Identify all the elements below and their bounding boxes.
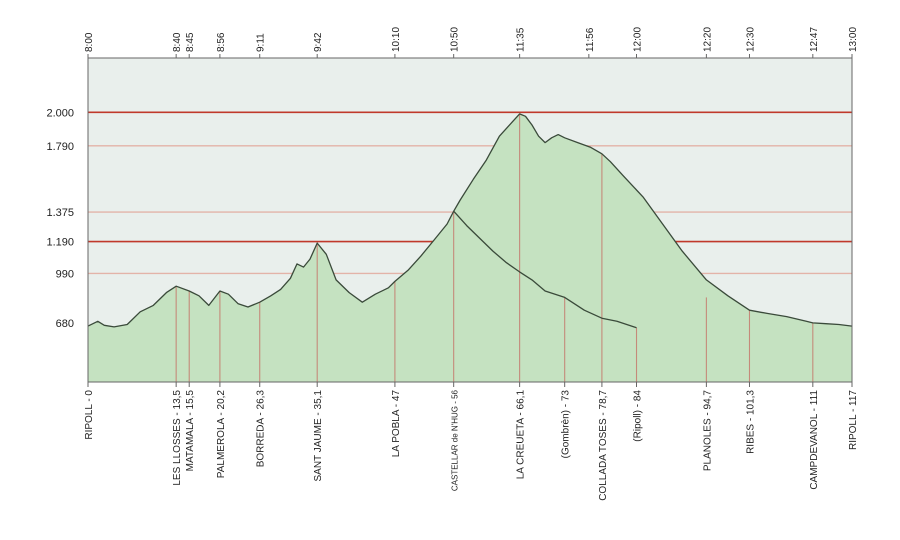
time-label-0: 8:00 [84, 32, 95, 52]
waypoint-label-4: BORREDA - 26,3 [256, 390, 267, 468]
time-label-12: 12:30 [746, 27, 757, 52]
time-label-13: 12:47 [809, 27, 820, 52]
time-label-14: 13:00 [848, 27, 859, 52]
waypoint-label-11: (Ripoll) - 84 [633, 390, 644, 442]
waypoint-label-7: CASTELLAR de N'HUG - 56 [451, 389, 460, 491]
time-label-3: 8:56 [216, 32, 227, 52]
time-label-8: 11:35 [516, 27, 527, 52]
waypoint-label-3: PALMEROLA - 20,2 [216, 390, 227, 479]
y-tick-label-4: 990 [56, 268, 74, 280]
y-tick-label-1: 1.790 [46, 141, 74, 153]
waypoint-label-6: LA POBLA - 47 [391, 390, 402, 458]
y-tick-label-5: 680 [56, 318, 74, 330]
time-label-9: 11:56 [585, 27, 596, 52]
waypoint-label-10: COLLADA TOSES - 78,7 [598, 390, 609, 501]
y-tick-label-3: 1.190 [46, 237, 74, 249]
waypoint-label-2: MATAMALA - 15,5 [185, 390, 196, 472]
elevation-area-fill [88, 113, 852, 383]
waypoint-label-0: RIPOLL - 0 [84, 390, 95, 440]
time-label-6: 10:10 [391, 27, 402, 52]
waypoint-label-12: PLANOLES - 94,7 [702, 390, 713, 472]
time-label-2: 8:45 [185, 32, 196, 52]
elevation-profile-line-1 [453, 210, 637, 329]
waypoint-label-9: (Gombrèn) - 73 [561, 390, 572, 459]
waypoint-label-8: LA CREUETA - 66,1 [516, 390, 527, 480]
time-label-7: 10:50 [450, 27, 461, 52]
elevation-profile-line-0 [87, 113, 853, 328]
time-label-10: 12:00 [633, 27, 644, 52]
waypoint-label-15: RIPOLL - 117 [848, 390, 859, 450]
time-label-4: 9:11 [256, 33, 267, 52]
waypoint-label-1: LES LLOSSES - 13,5 [172, 390, 183, 486]
time-label-1: 8:40 [172, 32, 183, 52]
y-tick-label-2: 1.375 [46, 207, 74, 219]
waypoint-label-14: CAMPDEVANOL - 111 [809, 390, 820, 490]
time-label-5: 9:42 [313, 32, 324, 52]
waypoint-label-13: RIBES - 101,3 [746, 390, 757, 454]
y-tick-label-0: 2.000 [46, 107, 74, 119]
time-label-11: 12:20 [702, 27, 713, 52]
waypoint-label-5: SANT JAUME - 35,1 [313, 390, 324, 482]
plot-border [87, 57, 853, 383]
